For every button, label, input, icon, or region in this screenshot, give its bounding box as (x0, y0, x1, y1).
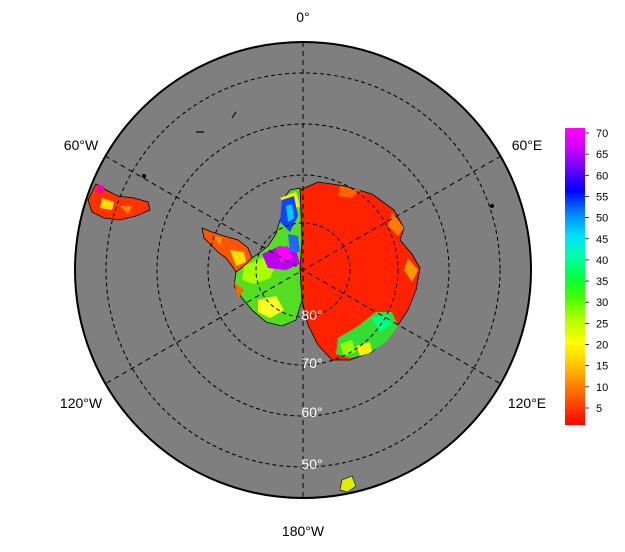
colorbar-tick-label: 15 (596, 361, 608, 373)
south-america-tip (87, 183, 151, 221)
island-new-zealand (339, 475, 357, 493)
meridian-lines (104, 42, 502, 498)
colorbar-tick-label: 60 (596, 170, 608, 182)
colorbar-tick-label: 30 (596, 297, 608, 309)
island-small (142, 174, 146, 178)
lat-label-70: 70° (301, 355, 322, 371)
colorbar-ticks: 70 65 60 55 50 45 40 35 30 25 20 15 10 5 (585, 128, 608, 415)
colorbar-tick-label: 40 (596, 255, 608, 267)
colorbar-tick-label: 35 (596, 276, 608, 288)
lon-label-120e: 120°E (508, 395, 546, 411)
colorbar: 70 65 60 55 50 45 40 35 30 25 20 15 10 5 (565, 128, 608, 425)
colorbar-tick-label: 70 (596, 128, 608, 140)
island-small-2 (490, 204, 494, 208)
lon-label-0: 0° (296, 9, 309, 25)
colorbar-tick-label: 55 (596, 191, 608, 203)
colorbar-tick-label: 5 (596, 403, 602, 415)
antarctica (201, 181, 421, 361)
lon-label-120w: 120°W (60, 395, 103, 411)
lat-label-60: 60° (301, 404, 322, 420)
island-coast (231, 111, 237, 119)
colorbar-tick-label: 50 (596, 213, 608, 225)
colorbar-tick-label: 45 (596, 234, 608, 246)
colorbar-gradient (565, 128, 585, 425)
colorbar-tick-label: 10 (596, 382, 608, 394)
lon-label-60e: 60°E (512, 137, 543, 153)
lon-label-180: 180°W (282, 523, 325, 539)
colorbar-tick-label: 20 (596, 340, 608, 352)
colorbar-tick-label: 25 (596, 318, 608, 330)
lon-label-60w: 60°W (64, 137, 99, 153)
lat-label-50: 50° (301, 456, 322, 472)
colorbar-tick-label: 65 (596, 149, 608, 161)
lat-label-80: 80° (301, 307, 322, 323)
